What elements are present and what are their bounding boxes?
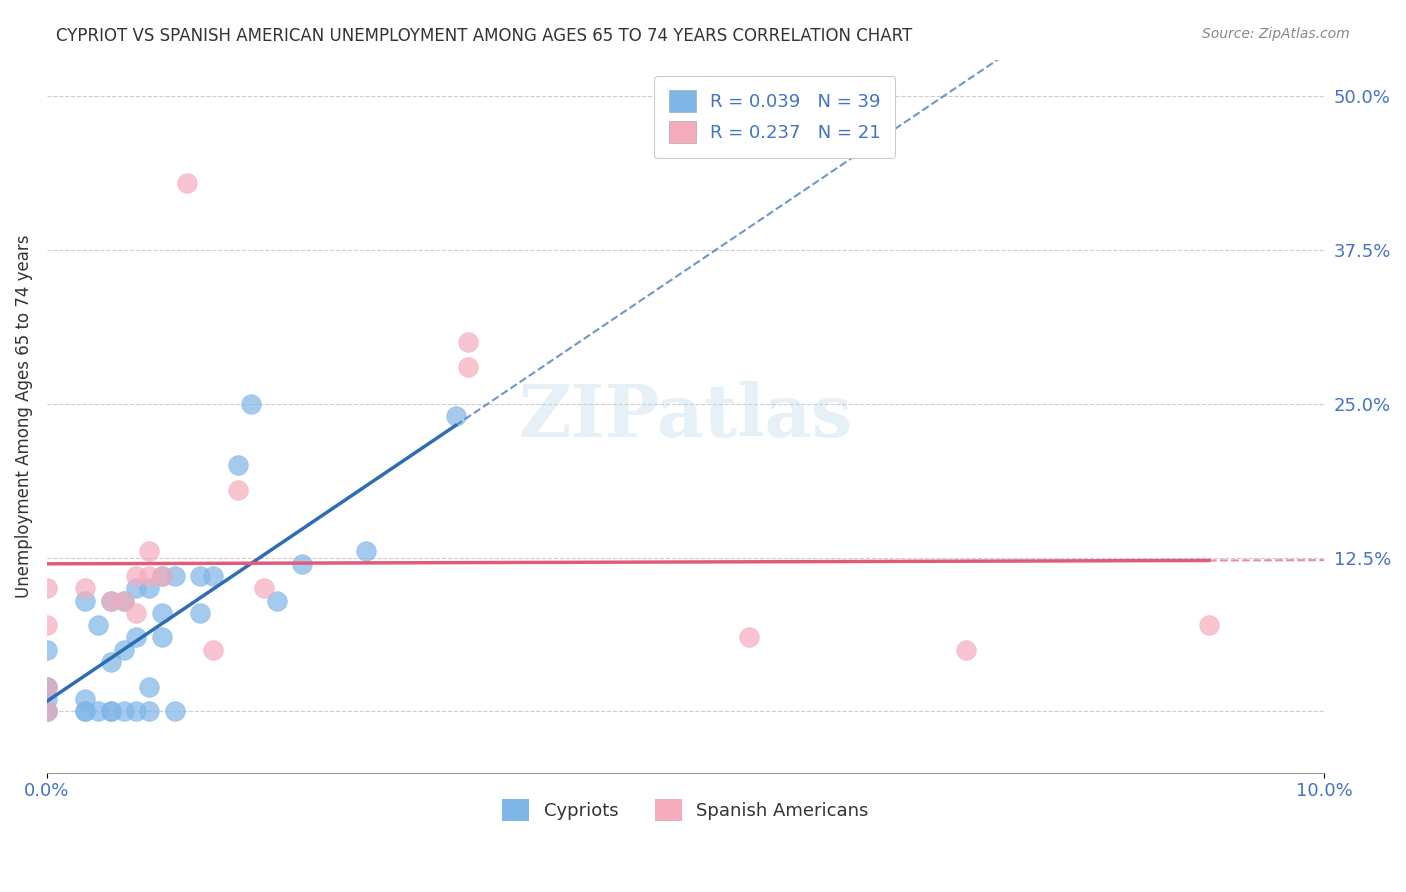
- Point: [35, 692, 58, 706]
- Point: [188, 569, 211, 583]
- Point: [125, 631, 148, 645]
- Point: [125, 582, 148, 596]
- Point: [35, 704, 58, 718]
- Point: [75, 704, 97, 718]
- Point: [125, 606, 148, 620]
- Point: [253, 582, 276, 596]
- Point: [150, 569, 173, 583]
- Point: [125, 704, 148, 718]
- Point: [100, 704, 122, 718]
- Point: [176, 176, 198, 190]
- Point: [35, 680, 58, 694]
- Point: [100, 593, 122, 607]
- Point: [75, 593, 97, 607]
- Point: [188, 606, 211, 620]
- Point: [112, 642, 135, 657]
- Point: [100, 655, 122, 669]
- Point: [457, 335, 479, 350]
- Point: [35, 680, 58, 694]
- Y-axis label: Unemployment Among Ages 65 to 74 years: Unemployment Among Ages 65 to 74 years: [15, 235, 32, 598]
- Point: [201, 642, 224, 657]
- Point: [35, 704, 58, 718]
- Point: [354, 544, 377, 558]
- Point: [228, 458, 250, 473]
- Text: CYPRIOT VS SPANISH AMERICAN UNEMPLOYMENT AMONG AGES 65 TO 74 YEARS CORRELATION C: CYPRIOT VS SPANISH AMERICAN UNEMPLOYMENT…: [56, 27, 912, 45]
- Point: [75, 704, 97, 718]
- Point: [738, 631, 761, 645]
- Point: [125, 569, 148, 583]
- Text: ZIPatlas: ZIPatlas: [519, 381, 852, 451]
- Point: [266, 593, 288, 607]
- Point: [138, 569, 160, 583]
- Point: [35, 680, 58, 694]
- Point: [112, 593, 135, 607]
- Point: [87, 704, 110, 718]
- Point: [35, 704, 58, 718]
- Point: [35, 642, 58, 657]
- Point: [150, 631, 173, 645]
- Text: Source: ZipAtlas.com: Source: ZipAtlas.com: [1202, 27, 1350, 41]
- Point: [228, 483, 250, 497]
- Point: [150, 606, 173, 620]
- Point: [87, 618, 110, 632]
- Point: [163, 569, 186, 583]
- Point: [112, 593, 135, 607]
- Point: [112, 704, 135, 718]
- Legend: Cypriots, Spanish Americans: Cypriots, Spanish Americans: [488, 784, 883, 835]
- Point: [138, 544, 160, 558]
- Point: [35, 618, 58, 632]
- Point: [75, 582, 97, 596]
- Point: [291, 557, 314, 571]
- Point: [138, 680, 160, 694]
- Point: [444, 409, 467, 424]
- Point: [1198, 618, 1220, 632]
- Point: [35, 582, 58, 596]
- Point: [150, 569, 173, 583]
- Point: [201, 569, 224, 583]
- Point: [138, 582, 160, 596]
- Point: [100, 593, 122, 607]
- Point: [240, 397, 263, 411]
- Point: [138, 704, 160, 718]
- Point: [163, 704, 186, 718]
- Point: [100, 704, 122, 718]
- Point: [75, 692, 97, 706]
- Point: [955, 642, 977, 657]
- Point: [457, 359, 479, 374]
